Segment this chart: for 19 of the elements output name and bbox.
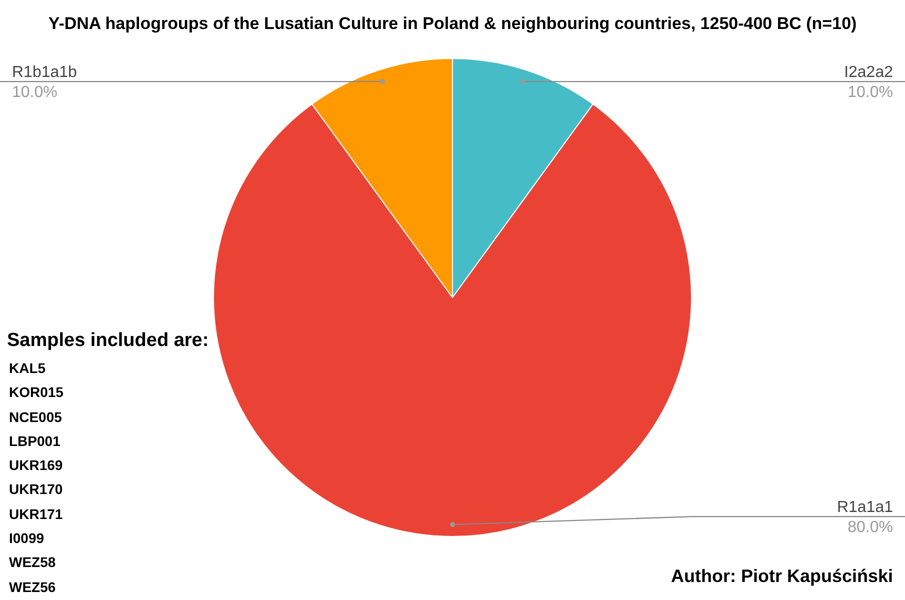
- chart-title: Y-DNA haplogroups of the Lusatian Culture in Poland & neighbouring countries, 1250-400 BC (n=10): [47, 14, 858, 34]
- text: I0099: [8, 529, 46, 548]
- text: UKR171: [8, 504, 64, 524]
- data-label: 80.0%: [848, 518, 893, 536]
- text: WEZ56: [8, 578, 57, 597]
- data-label: 10.0%: [848, 84, 893, 101]
- text: UKR169: [8, 456, 64, 476]
- text: Samples included are:: [7, 330, 209, 352]
- text: NCE005: [8, 408, 63, 427]
- text: KAL5: [8, 359, 47, 378]
- text: Author: Piotr Kapuściński: [670, 566, 893, 587]
- text: LBP001: [8, 432, 62, 451]
- slice-label: R1a1a1: [836, 498, 894, 516]
- text: UKR170: [8, 480, 64, 500]
- slice-label: I2a2a2: [844, 64, 894, 81]
- data-label: 10.0%: [12, 84, 58, 101]
- text: WEZ58: [8, 553, 57, 572]
- slice-label: R1b1a1b: [12, 64, 78, 81]
- text: KOR015: [8, 383, 64, 402]
